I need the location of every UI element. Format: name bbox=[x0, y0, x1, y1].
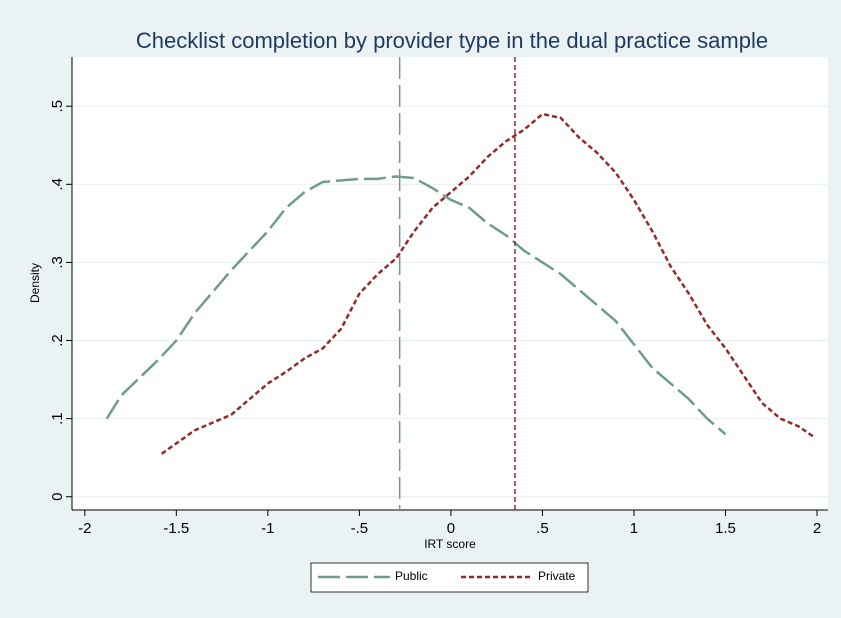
x-tick-label: 2 bbox=[813, 520, 821, 537]
y-tick-label: .4 bbox=[49, 178, 66, 191]
y-tick-label: 0 bbox=[49, 493, 66, 501]
x-tick-label: 0 bbox=[447, 520, 455, 537]
plot-area bbox=[72, 57, 828, 510]
x-tick-label: 1 bbox=[630, 520, 638, 537]
y-axis-label: Density bbox=[28, 263, 42, 303]
x-tick-label: -2 bbox=[78, 520, 91, 537]
x-tick-label: -1 bbox=[261, 520, 274, 537]
y-tick-label: .5 bbox=[49, 100, 66, 113]
x-tick-label: 1.5 bbox=[715, 520, 736, 537]
density-line bbox=[105, 175, 727, 436]
y-tick-label: .2 bbox=[49, 334, 66, 347]
x-axis-label: IRT score bbox=[424, 537, 476, 551]
density-line bbox=[160, 112, 815, 455]
x-tick-label: .5 bbox=[536, 520, 549, 537]
x-tick-label: -1.5 bbox=[163, 520, 189, 537]
chart-title: Checklist completion by provider type in… bbox=[136, 28, 768, 53]
legend-label: Public bbox=[395, 569, 428, 583]
x-tick-label: -.5 bbox=[351, 520, 369, 537]
y-tick-label: .3 bbox=[49, 256, 66, 269]
y-tick-label: .1 bbox=[49, 412, 66, 425]
legend-label: Private bbox=[538, 569, 576, 583]
